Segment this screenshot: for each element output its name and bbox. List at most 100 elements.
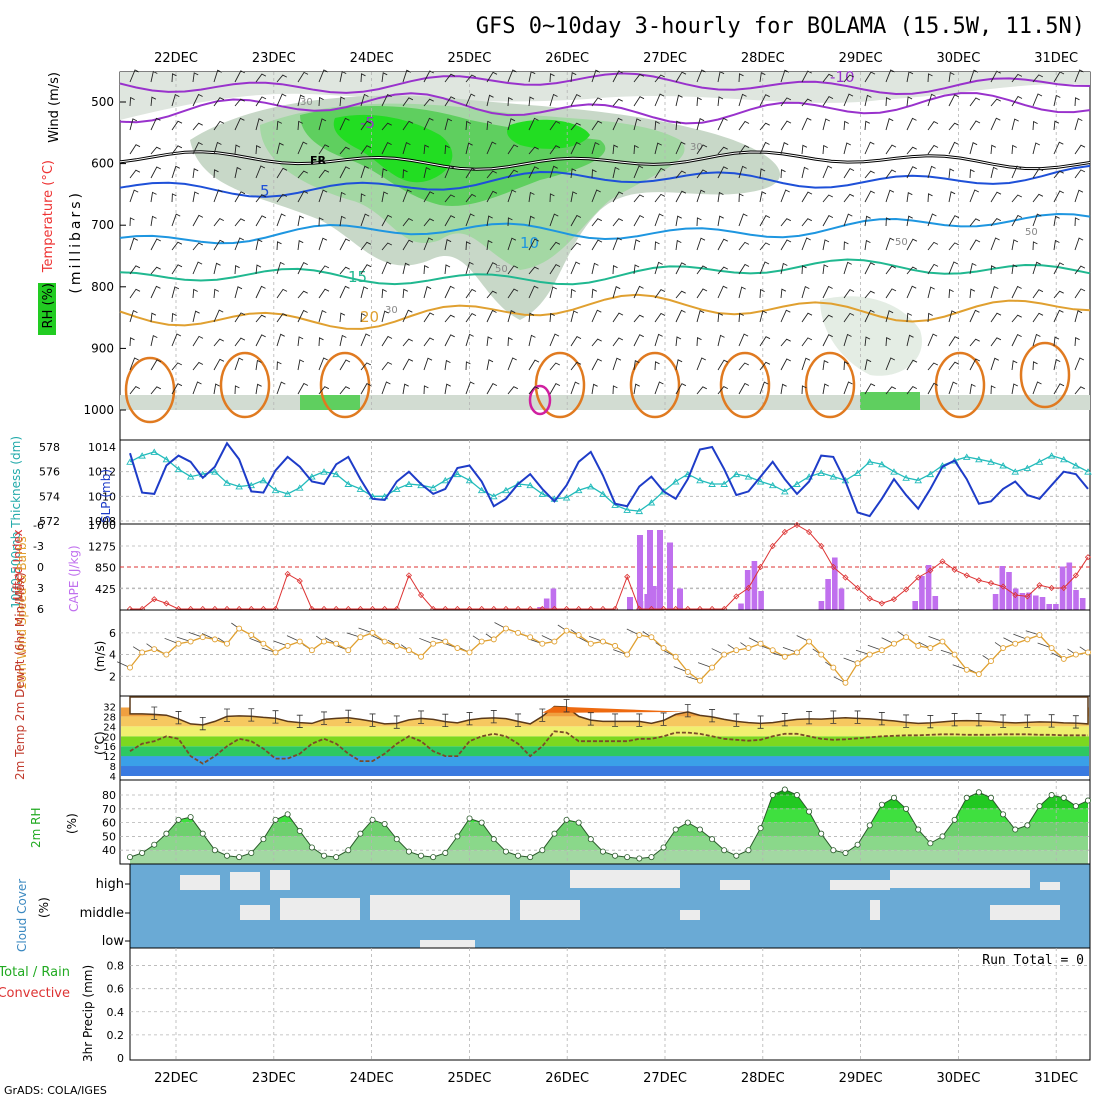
wind-barb-upper [591, 169, 597, 179]
wind-barb-upper [969, 189, 980, 203]
date-label-top-27dec: 27DEC [643, 51, 687, 66]
wind10-point [1000, 645, 1007, 652]
date-label-top-31dec: 31DEC [1034, 51, 1078, 66]
wind-barb-upper [297, 261, 308, 275]
wind-barb-upper [528, 215, 535, 227]
wind-barb-upper [129, 217, 135, 227]
date-label-top-26dec: 26DEC [545, 51, 589, 66]
rh2m-point [430, 854, 437, 861]
warm-contour-loop-hot [528, 384, 552, 416]
label-cape: CAPE (J/kg) [67, 545, 81, 612]
wind10-point [563, 627, 570, 634]
wind-barb-upper [486, 94, 494, 107]
wind-barb-upper [171, 362, 183, 371]
cape-bar [751, 561, 758, 610]
thickness-point [1084, 468, 1092, 475]
wind-barb-upper [150, 334, 158, 347]
wind-barb-upper [801, 237, 811, 251]
temp2m-tick-20: 20 [103, 732, 116, 743]
wind-barb-upper [423, 237, 434, 251]
wind-barb-upper [843, 213, 853, 227]
cape-bar [627, 597, 633, 610]
lifted-index-point [781, 528, 788, 536]
dewpoint-series-line [129, 730, 1088, 765]
wind-barb-upper [843, 381, 853, 395]
rh2m-point [806, 808, 813, 815]
wind-barb-upper [822, 165, 833, 179]
rh2m-point [1024, 822, 1031, 829]
wind10-point [248, 632, 255, 638]
thickness-point [150, 448, 159, 455]
wind10-point [878, 647, 885, 654]
wind-barb-upper [276, 381, 286, 395]
wind-barb-upper [1032, 120, 1038, 131]
wind-barb-upper [213, 69, 222, 83]
wind-barb-upper [444, 264, 451, 275]
wind-barb-upper [801, 166, 809, 179]
wind-barb-upper [696, 118, 705, 131]
wind-barb-upper [213, 239, 225, 251]
wind10-point [830, 664, 837, 671]
wind-barb-upper [465, 313, 477, 323]
temp-whisker [733, 713, 740, 727]
label-rh-upper: RH (%) [41, 283, 56, 328]
wind-barb-upper [885, 118, 894, 131]
wind-barb-upper [738, 362, 750, 371]
rh2m-point [793, 792, 800, 799]
cape-bar [838, 588, 845, 610]
wind-barb-upper [717, 146, 728, 155]
pressure-axis-ticks: 500 600 700 800 900 1000 [83, 95, 126, 417]
wind-barb-upper [171, 93, 180, 107]
rh2m-point [224, 852, 231, 859]
wind-barb-upper [423, 312, 435, 323]
wind-barb-upper [549, 213, 559, 227]
wind-barb-upper [171, 120, 183, 131]
thickness-point [271, 486, 280, 494]
rh-contour-label-30-0: 30 [300, 97, 313, 108]
wind-barb-upper [486, 215, 493, 227]
wind-barb-upper [339, 238, 351, 251]
wind-barb-upper [654, 312, 666, 323]
wind-barb-upper [759, 361, 771, 371]
wind-barb-upper [780, 338, 791, 347]
wind10-tick-2: 2 [109, 670, 116, 683]
wind-barb-upper [591, 189, 601, 203]
wind-barb-upper [192, 361, 204, 371]
cape-bar [912, 601, 918, 610]
wind-barb-upper [549, 93, 558, 107]
lifted-index-point [818, 542, 825, 550]
lifted-index-point [927, 567, 934, 574]
thickness-point [793, 480, 801, 487]
wind-barb-upper [696, 144, 708, 155]
wind-barb-upper [927, 121, 939, 131]
rh2m-point [842, 849, 849, 856]
thickness-point [356, 485, 365, 492]
rh2m-point [296, 827, 303, 834]
wind-barb-upper [864, 120, 871, 131]
wind-barb-upper [339, 146, 350, 155]
thickness-point [987, 458, 995, 465]
wind-barb-upper [948, 71, 955, 83]
wind-barb-upper [360, 145, 372, 155]
wind-barb-upper [255, 383, 262, 395]
rh2m-point [660, 844, 667, 851]
wind-barb-upper [213, 97, 225, 107]
thickness-point [732, 470, 741, 478]
wind-barb-upper [255, 96, 267, 107]
lifted-index-point [903, 586, 910, 593]
wind-barb-upper [276, 361, 282, 371]
thickness-point [538, 490, 547, 497]
wind-barb-upper [612, 337, 624, 347]
wind10-point [502, 625, 509, 632]
cape-bar [1012, 588, 1019, 610]
temp-whisker [490, 710, 497, 724]
wind-barb-upper [612, 385, 618, 395]
wind-barb-upper [360, 241, 372, 251]
wind-barb-upper [1032, 74, 1044, 83]
wind-barb-upper [990, 237, 1000, 251]
wind-barb-upper [234, 218, 246, 227]
wind-barb-upper [339, 215, 346, 227]
wind-barb-upper [465, 93, 476, 107]
